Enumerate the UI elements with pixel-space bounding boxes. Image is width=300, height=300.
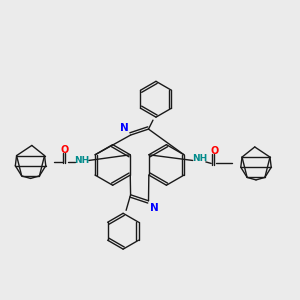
Text: N: N bbox=[150, 203, 159, 213]
Text: O: O bbox=[210, 146, 218, 157]
Text: O: O bbox=[61, 145, 69, 155]
Text: N: N bbox=[120, 123, 129, 133]
Text: NH: NH bbox=[74, 156, 89, 165]
Text: NH: NH bbox=[192, 154, 207, 164]
